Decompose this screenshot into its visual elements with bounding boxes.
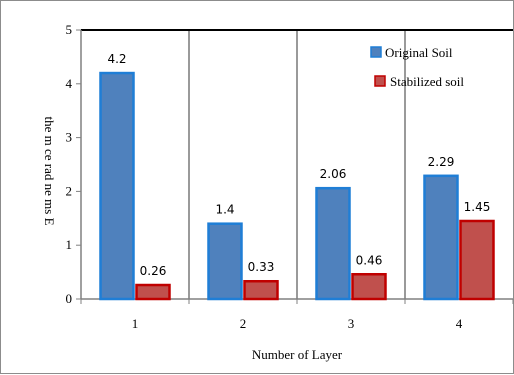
bars [99, 71, 495, 301]
legend-label-original-soil: Original Soil [385, 45, 453, 60]
data-label: 4.2 [107, 52, 126, 66]
x-tick-label: 1 [132, 316, 139, 331]
bar-stabilized-soil-4 [459, 219, 495, 301]
data-label: 1.45 [464, 200, 491, 214]
bar-original-soil-1 [99, 71, 135, 301]
x-tick-label: 4 [456, 316, 463, 331]
data-label: 1.4 [215, 203, 234, 217]
x-tick-label: 3 [348, 316, 355, 331]
bar-stabilized-soil-2 [243, 279, 279, 301]
y-tick-label: 5 [66, 22, 73, 37]
legend: Original Soil Stabilized soil [370, 45, 464, 89]
legend-swatch-stabilized-soil [374, 75, 386, 87]
data-label: 0.33 [248, 260, 275, 274]
y-tick-label: 1 [66, 237, 73, 252]
y-tick-label: 0 [66, 291, 73, 306]
x-tick-label: 2 [240, 316, 247, 331]
bar-original-soil-4 [423, 174, 459, 301]
data-label: 2.29 [428, 155, 455, 169]
bar-stabilized-soil-1 [135, 283, 171, 301]
y-axis-title: the m ce rad ne ms E [42, 116, 57, 225]
data-label: 0.26 [140, 264, 167, 278]
legend-swatch-original-soil [370, 46, 382, 58]
bar-original-soil-3 [315, 186, 351, 301]
x-axis-title: Number of Layer [252, 347, 343, 362]
tick-labels: 0 1 2 3 4 5 1 2 3 4 [66, 22, 463, 331]
data-label: 2.06 [320, 167, 347, 181]
bar-original-soil-2 [207, 222, 243, 301]
value-labels: 4.2 0.26 1.4 0.33 2.06 0.46 2.29 1.45 [107, 52, 490, 278]
data-label: 0.46 [356, 253, 383, 267]
gridlines [188, 30, 406, 299]
y-tick-label: 2 [66, 183, 73, 198]
legend-label-stabilized-soil: Stabilized soil [390, 74, 464, 89]
bar-stabilized-soil-3 [351, 273, 387, 301]
y-tick-label: 3 [66, 130, 73, 145]
y-tick-label: 4 [66, 76, 73, 91]
